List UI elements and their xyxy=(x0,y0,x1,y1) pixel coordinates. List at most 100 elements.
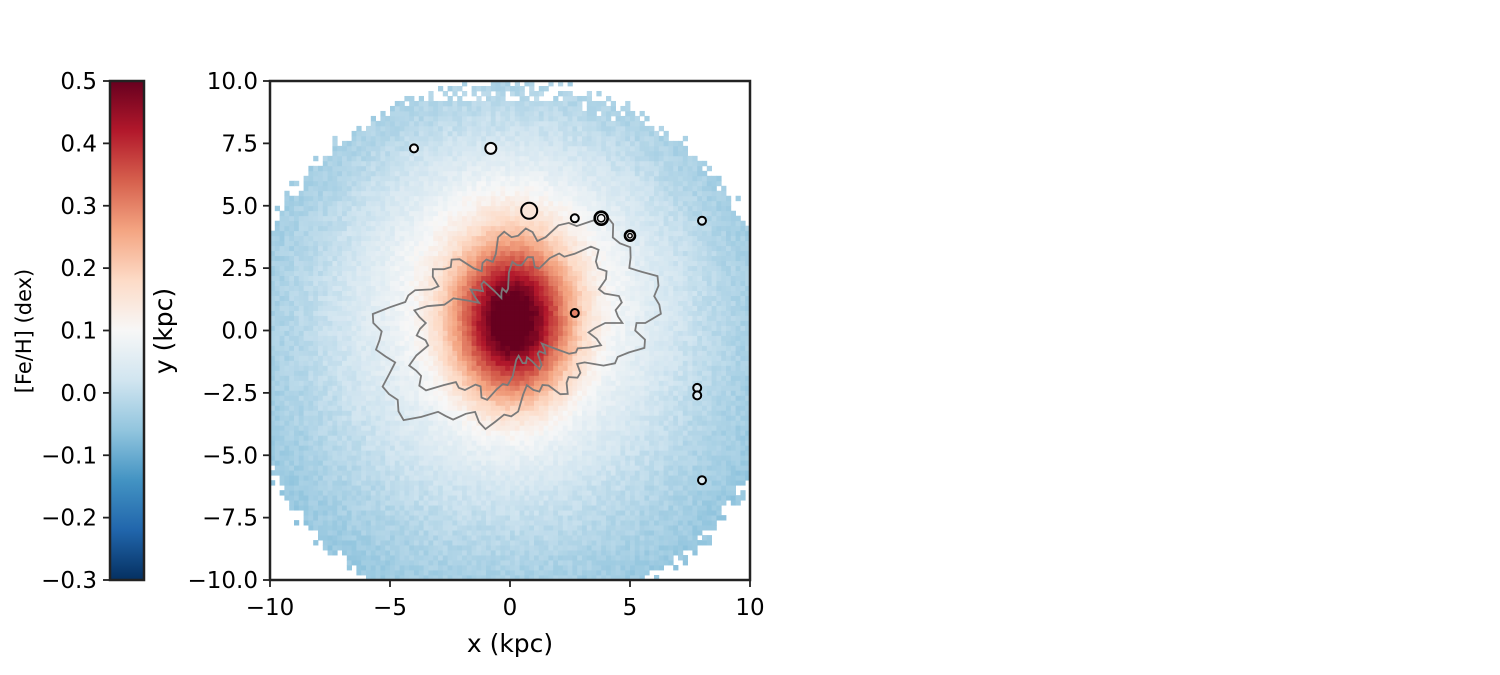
heatmap-cell xyxy=(466,295,472,301)
heatmap-cell xyxy=(418,350,424,356)
heatmap-cell xyxy=(534,170,540,177)
heatmap-cell xyxy=(313,425,319,431)
heatmap-cell xyxy=(385,145,391,152)
heatmap-cell xyxy=(519,550,525,556)
heatmap-cell xyxy=(481,220,487,227)
heatmap-cell xyxy=(457,430,463,436)
heatmap-cell xyxy=(466,200,472,207)
heatmap-cell xyxy=(366,410,372,416)
heatmap-cell xyxy=(346,400,352,406)
heatmap-cell xyxy=(452,340,458,346)
heatmap-cell xyxy=(514,105,520,112)
heatmap-cell xyxy=(438,375,444,381)
heatmap-cell xyxy=(433,315,439,321)
heatmap-cell xyxy=(500,355,506,361)
heatmap-cell xyxy=(457,495,463,501)
heatmap-cell xyxy=(313,450,319,456)
heatmap-cell xyxy=(471,445,477,451)
heatmap-cell xyxy=(346,395,352,401)
heatmap-cell xyxy=(447,480,453,486)
heatmap-cell xyxy=(375,215,381,222)
heatmap-cell xyxy=(351,330,357,336)
heatmap-cell xyxy=(466,400,472,406)
heatmap-cell xyxy=(447,130,453,137)
heatmap-cell xyxy=(337,355,343,361)
heatmap-cell xyxy=(500,530,506,536)
heatmap-cell xyxy=(519,220,525,227)
heatmap-cell xyxy=(404,105,410,112)
heatmap-cell xyxy=(327,525,333,531)
heatmap-cell xyxy=(313,540,319,546)
heatmap-cell xyxy=(298,245,304,252)
heatmap-cell xyxy=(409,440,415,446)
heatmap-cell xyxy=(462,500,468,506)
heatmap-cell xyxy=(476,285,482,291)
heatmap-cell xyxy=(447,280,453,286)
heatmap-cell xyxy=(322,275,328,281)
heatmap-cell xyxy=(370,455,376,461)
heatmap-cell xyxy=(514,480,520,486)
heatmap-cell xyxy=(442,495,448,501)
heatmap-cell xyxy=(356,370,362,376)
heatmap-cell xyxy=(490,170,496,177)
heatmap-cell xyxy=(274,445,280,451)
heatmap-cell xyxy=(332,145,338,152)
heatmap-cell xyxy=(447,275,453,281)
heatmap-cell xyxy=(394,485,400,491)
heatmap-cell xyxy=(486,500,492,506)
heatmap-cell xyxy=(404,440,410,446)
heatmap-cell xyxy=(332,140,338,147)
heatmap-cell xyxy=(342,550,348,556)
heatmap-cell xyxy=(510,430,516,436)
heatmap-cell xyxy=(390,295,396,301)
heatmap-cell xyxy=(514,445,520,451)
heatmap-cell xyxy=(284,445,290,451)
heatmap-cell xyxy=(519,445,525,451)
heatmap-cell xyxy=(462,175,468,182)
heatmap-cell xyxy=(284,380,290,386)
heatmap-cell xyxy=(471,335,477,341)
heatmap-cell xyxy=(495,485,501,491)
heatmap-cell xyxy=(442,475,448,481)
heatmap-cell xyxy=(318,320,324,326)
heatmap-cell xyxy=(476,210,482,217)
heatmap-cell xyxy=(433,195,439,202)
heatmap-cell xyxy=(342,145,348,152)
heatmap-cell xyxy=(404,370,410,376)
heatmap-cell xyxy=(452,110,458,117)
heatmap-cell xyxy=(327,335,333,341)
heatmap-cell xyxy=(529,475,535,481)
heatmap-cell xyxy=(361,155,367,162)
heatmap-cell xyxy=(471,280,477,286)
heatmap-cell xyxy=(490,135,496,142)
heatmap-cell xyxy=(327,250,333,257)
heatmap-cell xyxy=(298,440,304,446)
heatmap-cell xyxy=(385,455,391,461)
heatmap-cell xyxy=(452,275,458,281)
heatmap-cell xyxy=(438,450,444,456)
heatmap-cell xyxy=(380,215,386,222)
heatmap-cell xyxy=(534,105,540,112)
heatmap-cell xyxy=(452,120,458,127)
heatmap-cell xyxy=(452,225,458,232)
heatmap-cell xyxy=(514,200,520,207)
heatmap-cell xyxy=(423,410,429,416)
heatmap-cell xyxy=(534,370,540,376)
heatmap-cell xyxy=(505,395,511,401)
heatmap-cell xyxy=(486,210,492,217)
heatmap-cell xyxy=(524,450,530,456)
heatmap-cell xyxy=(390,175,396,182)
heatmap-cell xyxy=(471,360,477,366)
heatmap-cell xyxy=(486,490,492,496)
heatmap-cell xyxy=(399,420,405,426)
heatmap-cell xyxy=(457,400,463,406)
heatmap-cell xyxy=(327,225,333,232)
heatmap-cell xyxy=(534,350,540,356)
heatmap-cell xyxy=(495,170,501,177)
heatmap-cell xyxy=(471,180,477,187)
heatmap-cell xyxy=(404,220,410,227)
heatmap-cell xyxy=(385,340,391,346)
heatmap-cell xyxy=(534,270,540,277)
heatmap-cell xyxy=(390,535,396,541)
heatmap-cell xyxy=(385,270,391,277)
